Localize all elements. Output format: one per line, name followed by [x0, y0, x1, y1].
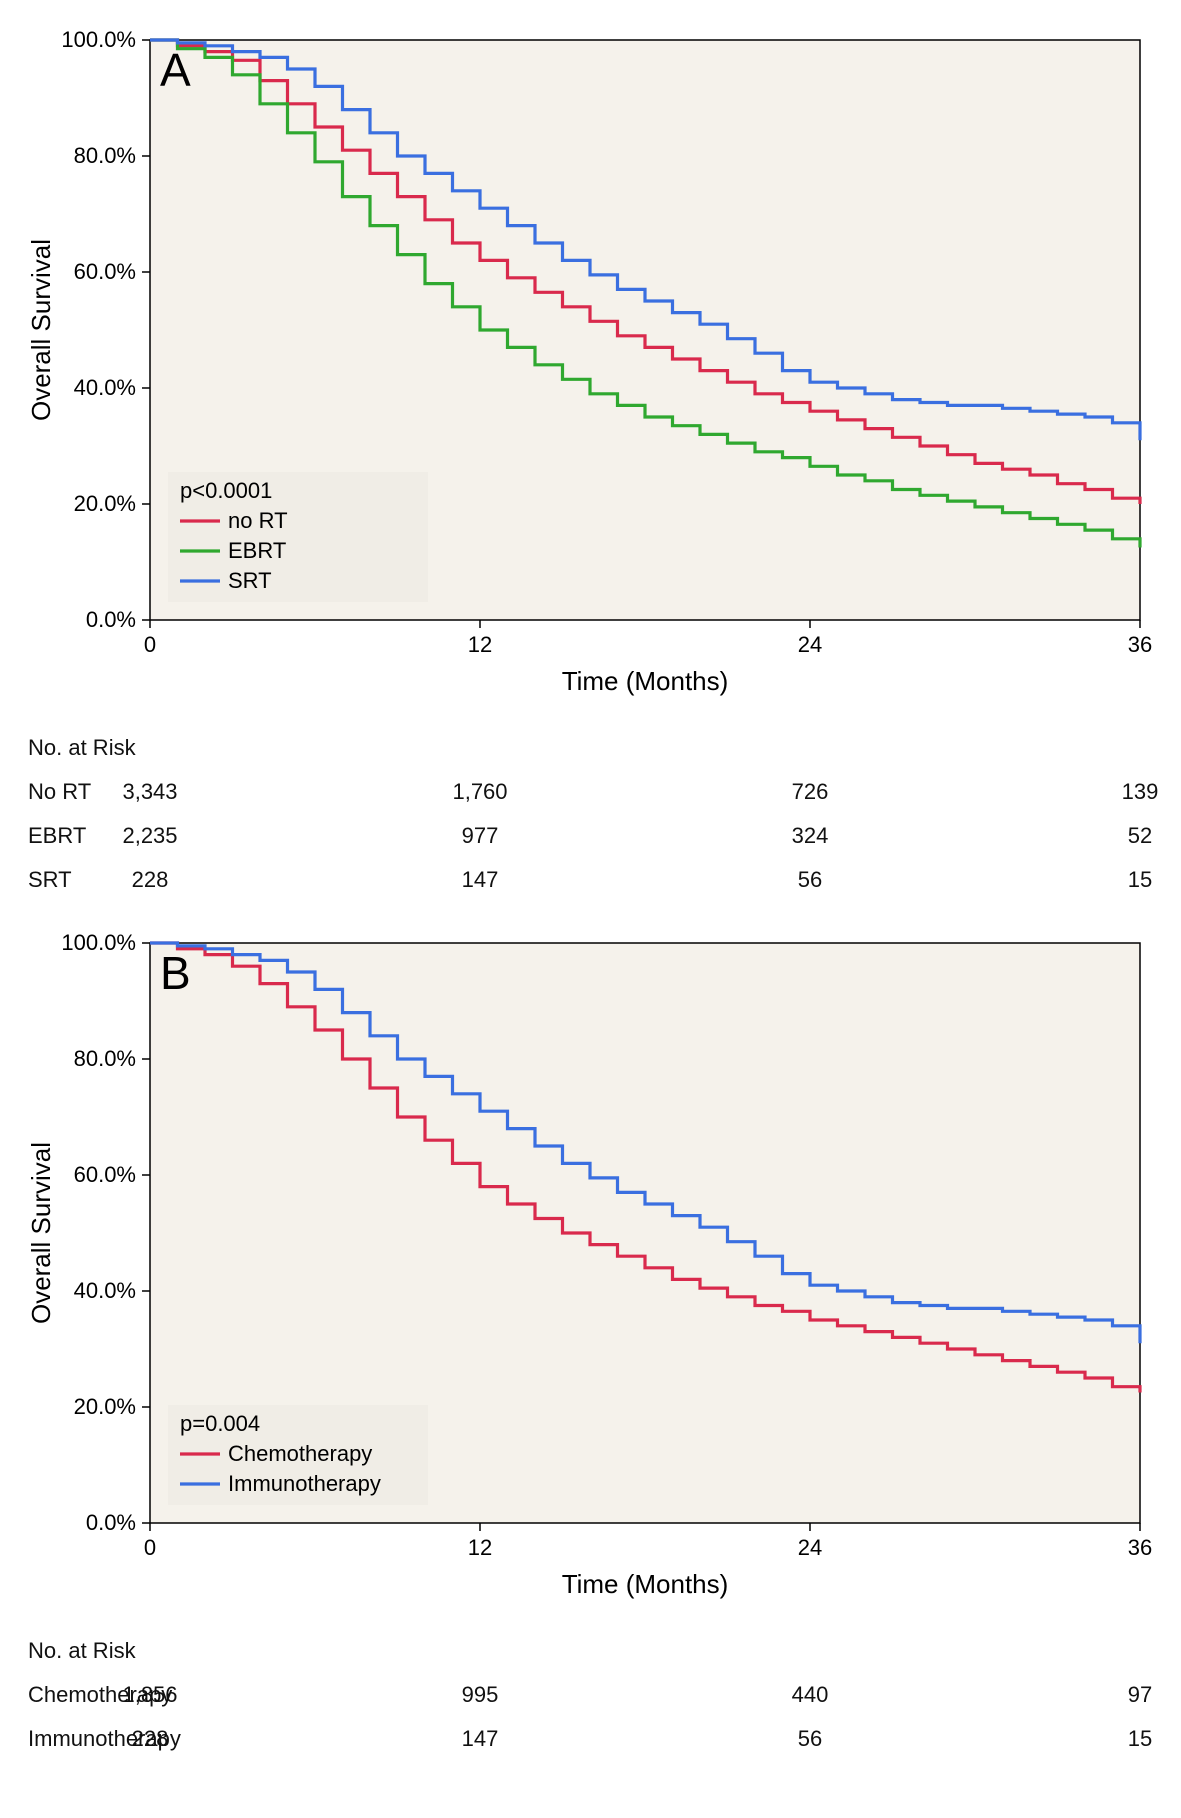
risk-table-B: No. at RiskChemotherapy1,85699544097Immu… — [28, 1638, 1161, 1752]
risk-cell: 3,343 — [110, 779, 190, 805]
risk-table-A: No. at RiskNo RT3,3431,760726139EBRT2,23… — [28, 735, 1161, 893]
risk-cell: 15 — [1100, 1726, 1180, 1752]
y-tick-label: 60.0% — [74, 1162, 136, 1187]
risk-row: SRT2281475615 — [28, 867, 1161, 893]
x-tick-label: 36 — [1128, 1535, 1152, 1560]
risk-cell: 56 — [770, 867, 850, 893]
legend-pvalue: p=0.004 — [180, 1411, 260, 1436]
y-tick-label: 0.0% — [86, 1510, 136, 1535]
y-axis-label: Overall Survival — [26, 239, 56, 421]
panel-label: A — [160, 44, 191, 96]
risk-row: EBRT2,23597732452 — [28, 823, 1161, 849]
x-tick-label: 0 — [144, 632, 156, 657]
x-tick-label: 24 — [798, 632, 822, 657]
x-tick-label: 24 — [798, 1535, 822, 1560]
risk-cell: 995 — [440, 1682, 520, 1708]
risk-cell: 147 — [440, 1726, 520, 1752]
risk-row: No RT3,3431,760726139 — [28, 779, 1161, 805]
risk-cell: 56 — [770, 1726, 850, 1752]
risk-cell: 1,760 — [440, 779, 520, 805]
risk-cell: 15 — [1100, 867, 1180, 893]
x-tick-label: 0 — [144, 1535, 156, 1560]
legend-item-label: Immunotherapy — [228, 1471, 381, 1496]
x-tick-label: 12 — [468, 1535, 492, 1560]
legend-item-label: EBRT — [228, 538, 286, 563]
y-tick-label: 60.0% — [74, 259, 136, 284]
risk-cell: 440 — [770, 1682, 850, 1708]
risk-row: Immunotherapy2281475615 — [28, 1726, 1161, 1752]
risk-cell: 2,235 — [110, 823, 190, 849]
survival-chart-A: 0.0% 20.0% 40.0% 60.0% 80.0% 100.0% 0 12 24 36 Tim… — [20, 20, 1160, 710]
y-tick-label: 0.0% — [86, 607, 136, 632]
risk-row: Chemotherapy1,85699544097 — [28, 1682, 1161, 1708]
y-tick-label: 80.0% — [74, 143, 136, 168]
legend-pvalue: p<0.0001 — [180, 478, 272, 503]
x-tick-label: 12 — [468, 632, 492, 657]
y-tick-label: 40.0% — [74, 375, 136, 400]
risk-cell: 1,856 — [110, 1682, 190, 1708]
y-axis-label: Overall Survival — [26, 1142, 56, 1324]
risk-cell: 228 — [110, 1726, 190, 1752]
y-tick-label: 100.0% — [61, 27, 136, 52]
panel-B: 0.0% 20.0% 40.0% 60.0% 80.0% 100.0% 0 12 24 36 Tim… — [20, 923, 1161, 1752]
y-tick-label: 80.0% — [74, 1046, 136, 1071]
y-tick-label: 20.0% — [74, 1394, 136, 1419]
legend-item-label: no RT — [228, 508, 288, 533]
panel-A: 0.0% 20.0% 40.0% 60.0% 80.0% 100.0% 0 12 24 36 Tim… — [20, 20, 1161, 893]
y-tick-label: 40.0% — [74, 1278, 136, 1303]
x-axis-label: Time (Months) — [562, 1569, 729, 1599]
x-axis-label: Time (Months) — [562, 666, 729, 696]
risk-cell: 324 — [770, 823, 850, 849]
risk-cell: 139 — [1100, 779, 1180, 805]
risk-cell: 977 — [440, 823, 520, 849]
survival-chart-B: 0.0% 20.0% 40.0% 60.0% 80.0% 100.0% 0 12 24 36 Tim… — [20, 923, 1160, 1613]
risk-cell: 726 — [770, 779, 850, 805]
panel-label: B — [160, 947, 191, 999]
risk-cell: 52 — [1100, 823, 1180, 849]
risk-cell: 97 — [1100, 1682, 1180, 1708]
risk-cell: 147 — [440, 867, 520, 893]
legend-item-label: SRT — [228, 568, 272, 593]
y-tick-label: 100.0% — [61, 930, 136, 955]
risk-table-header: No. at Risk — [28, 1638, 1161, 1664]
x-tick-label: 36 — [1128, 632, 1152, 657]
risk-cell: 228 — [110, 867, 190, 893]
risk-table-header: No. at Risk — [28, 735, 1161, 761]
legend-item-label: Chemotherapy — [228, 1441, 372, 1466]
y-tick-label: 20.0% — [74, 491, 136, 516]
